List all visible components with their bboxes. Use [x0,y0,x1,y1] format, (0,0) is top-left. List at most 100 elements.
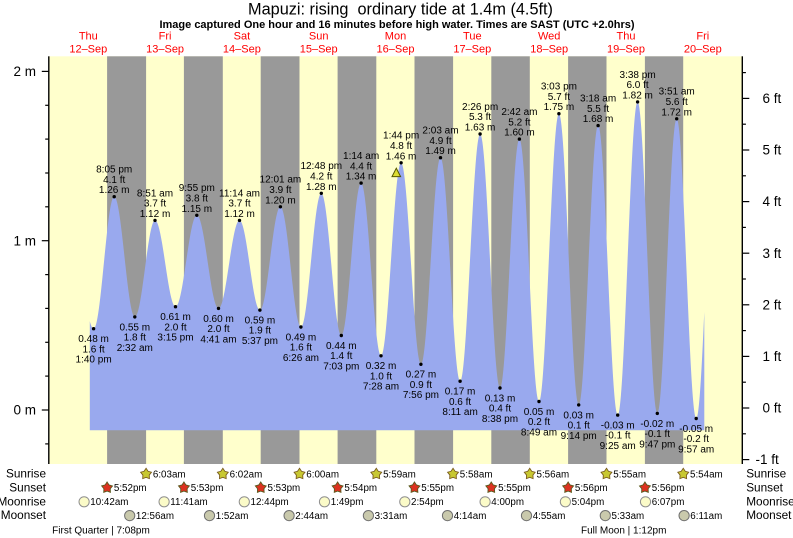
svg-text:0 m: 0 m [13,403,36,418]
svg-text:1.68 m: 1.68 m [583,114,614,125]
svg-text:2:44am: 2:44am [295,511,328,522]
svg-text:1.82 m: 1.82 m [622,90,653,101]
svg-text:4.1 ft: 4.1 ft [103,175,125,186]
svg-text:4.2 ft: 4.2 ft [310,172,332,183]
svg-text:Tue: Tue [463,31,482,43]
svg-text:4:14am: 4:14am [454,511,487,522]
svg-text:-0.05 m: -0.05 m [679,424,713,435]
svg-text:9:14 pm: 9:14 pm [561,431,597,442]
svg-text:6:02am: 6:02am [230,469,263,480]
svg-text:0.6 ft: 0.6 ft [449,397,471,408]
svg-text:-0.03 m: -0.03 m [601,421,635,432]
svg-text:8:38 pm: 8:38 pm [482,414,518,425]
svg-text:0.17 m: 0.17 m [445,387,476,398]
svg-text:5:04pm: 5:04pm [572,497,605,508]
svg-text:Sunset: Sunset [9,480,46,494]
svg-text:1.4 ft: 1.4 ft [330,351,352,362]
svg-text:5:33am: 5:33am [612,511,645,522]
svg-text:1.46 m: 1.46 m [386,151,417,162]
svg-text:Sun: Sun [309,31,329,43]
svg-text:9:57 am: 9:57 am [678,444,714,455]
svg-text:0.2 ft: 0.2 ft [528,417,550,428]
svg-text:Thu: Thu [79,31,98,43]
svg-text:5:55am: 5:55am [613,469,646,480]
svg-text:11:14 am: 11:14 am [219,188,260,199]
svg-text:1.6 ft: 1.6 ft [82,344,104,355]
svg-text:0.9 ft: 0.9 ft [410,380,432,391]
svg-text:1:52am: 1:52am [216,511,249,522]
svg-text:-0.1 ft: -0.1 ft [605,431,631,442]
svg-text:5.3 ft: 5.3 ft [469,112,491,123]
svg-text:5:54pm: 5:54pm [344,483,377,494]
svg-text:1.34 m: 1.34 m [346,172,377,183]
svg-text:4.9 ft: 4.9 ft [429,136,451,147]
svg-text:8:49 am: 8:49 am [521,427,557,438]
svg-text:2:03 am: 2:03 am [422,126,458,137]
svg-text:0.48 m: 0.48 m [78,334,109,345]
svg-text:2.0 ft: 2.0 ft [207,324,229,335]
svg-text:1:14 am: 1:14 am [343,151,379,162]
svg-text:0.03 m: 0.03 m [563,410,594,421]
svg-text:0.55 m: 0.55 m [120,322,151,333]
svg-text:6:26 am: 6:26 am [283,353,319,364]
svg-text:3.8 ft: 3.8 ft [186,194,208,205]
svg-text:2:26 pm: 2:26 pm [462,102,498,113]
svg-text:3:18 am: 3:18 am [580,94,616,105]
svg-text:14–Sep: 14–Sep [223,44,261,56]
svg-text:Fri: Fri [696,31,709,43]
svg-text:12:01 am: 12:01 am [260,175,302,186]
svg-text:1 ft: 1 ft [763,349,782,364]
svg-text:Moonset: Moonset [1,508,47,522]
svg-text:2 m: 2 m [13,64,36,79]
svg-text:5:53pm: 5:53pm [268,483,301,494]
svg-text:4 ft: 4 ft [763,194,782,209]
svg-text:5:37 pm: 5:37 pm [242,336,278,347]
svg-text:0.27 m: 0.27 m [406,370,437,381]
svg-text:4:00pm: 4:00pm [491,497,524,508]
svg-text:1.26 m: 1.26 m [99,185,130,196]
svg-text:Sunrise: Sunrise [746,467,786,481]
svg-text:0.13 m: 0.13 m [485,393,516,404]
svg-text:12:44pm: 12:44pm [251,497,289,508]
svg-text:1.20 m: 1.20 m [265,195,296,206]
svg-text:7:03 pm: 7:03 pm [323,361,359,372]
svg-text:1:40 pm: 1:40 pm [76,355,112,366]
svg-text:Mon: Mon [385,31,406,43]
svg-text:8:11 am: 8:11 am [442,407,477,418]
svg-text:2 ft: 2 ft [763,297,782,312]
svg-text:6.0 ft: 6.0 ft [626,80,648,91]
svg-text:First Quarter | 7:08pm: First Quarter | 7:08pm [52,526,150,537]
svg-text:3.7 ft: 3.7 ft [228,199,250,210]
svg-text:5:55pm: 5:55pm [421,483,454,494]
svg-text:9:55 pm: 9:55 pm [179,183,215,194]
svg-text:5:56pm: 5:56pm [575,483,608,494]
svg-text:0.59 m: 0.59 m [245,316,276,327]
svg-text:1.60 m: 1.60 m [504,128,535,139]
svg-text:9:47 pm: 9:47 pm [639,439,675,450]
svg-text:7:28 am: 7:28 am [363,382,399,393]
svg-text:Sunrise: Sunrise [6,467,46,481]
svg-text:Sunset: Sunset [746,480,783,494]
svg-text:6:03am: 6:03am [153,469,186,480]
svg-text:1.49 m: 1.49 m [425,146,456,157]
svg-text:1.63 m: 1.63 m [465,123,496,134]
svg-text:8:51 am: 8:51 am [137,188,173,199]
svg-text:15–Sep: 15–Sep [300,44,338,56]
svg-text:5 ft: 5 ft [763,143,782,158]
svg-text:10:42am: 10:42am [90,497,128,508]
svg-text:Mapuzi: rising ordinary tide: Mapuzi: rising ordinary tide at 1.4m (4.… [248,1,553,19]
svg-text:3:51 am: 3:51 am [659,87,695,98]
svg-text:1.28 m: 1.28 m [306,182,337,193]
svg-text:5:56am: 5:56am [537,469,570,480]
svg-text:3:03 pm: 3:03 pm [541,82,577,93]
svg-text:0.49 m: 0.49 m [286,332,317,343]
svg-text:3 ft: 3 ft [763,246,782,261]
svg-text:0.61 m: 0.61 m [160,312,191,323]
svg-text:-0.2 ft: -0.2 ft [683,434,709,445]
svg-text:Full Moon | 1:12pm: Full Moon | 1:12pm [581,526,666,537]
svg-text:5:55pm: 5:55pm [498,483,531,494]
svg-text:5:54am: 5:54am [690,469,723,480]
svg-text:2:42 am: 2:42 am [501,107,537,118]
svg-text:16–Sep: 16–Sep [377,44,415,56]
svg-text:Image captured One hour and 16: Image captured One hour and 16 minutes b… [159,19,634,31]
